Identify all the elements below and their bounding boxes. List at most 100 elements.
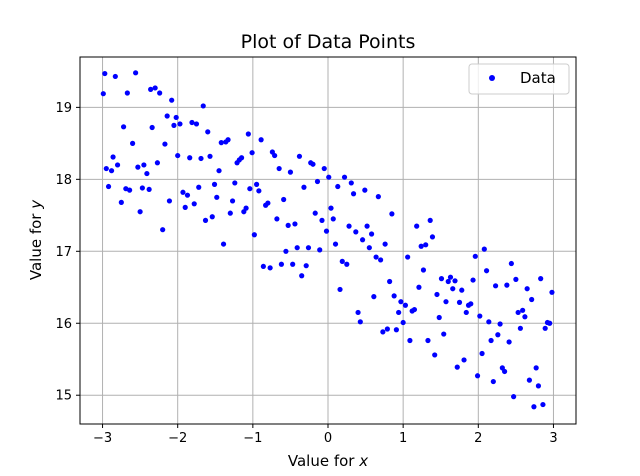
data-point: [454, 364, 460, 370]
data-point: [218, 140, 224, 146]
data-point: [184, 192, 191, 198]
x-tick-label: 1: [399, 431, 407, 446]
y-axis-label-variable: y: [27, 199, 45, 210]
data-point: [135, 164, 141, 170]
data-point: [110, 154, 116, 160]
data-point: [301, 184, 307, 190]
data-point: [216, 168, 222, 174]
data-point: [124, 90, 130, 96]
data-point: [513, 276, 519, 282]
data-point: [470, 277, 476, 283]
data-point: [378, 257, 384, 263]
data-point: [102, 70, 108, 77]
data-point: [312, 210, 318, 216]
data-point: [296, 153, 303, 159]
data-point: [127, 187, 133, 193]
data-point: [281, 196, 287, 203]
data-point: [209, 214, 215, 220]
x-axis-label: Value for x: [288, 452, 368, 470]
data-point: [547, 320, 553, 326]
data-point: [472, 253, 478, 259]
data-point: [162, 141, 168, 147]
data-point: [144, 170, 150, 177]
data-point: [520, 307, 526, 313]
data-point: [405, 254, 411, 260]
data-point: [486, 319, 492, 325]
data-point: [258, 137, 264, 143]
data-point: [506, 339, 512, 345]
data-point: [294, 245, 300, 251]
data-point: [245, 131, 251, 137]
data-point: [339, 258, 345, 264]
data-point: [515, 309, 521, 316]
data-point: [368, 231, 375, 237]
data-point: [441, 331, 447, 337]
data-point: [450, 286, 456, 292]
data-point: [211, 181, 218, 187]
data-point: [112, 73, 118, 80]
data-point: [118, 199, 124, 205]
data-point: [490, 378, 496, 385]
data-point: [220, 241, 227, 247]
data-point: [432, 352, 438, 358]
data-point: [511, 394, 517, 400]
data-point: [290, 261, 296, 267]
y-tick-label: 18: [55, 173, 72, 188]
data-point: [149, 124, 155, 131]
data-point: [479, 350, 485, 357]
data-point: [468, 301, 474, 307]
data-point: [337, 286, 343, 293]
data-point: [387, 278, 393, 285]
data-point: [533, 365, 539, 371]
data-point: [105, 183, 112, 190]
data-point: [542, 325, 548, 331]
data-point: [120, 124, 127, 130]
data-point: [350, 191, 357, 197]
data-point: [461, 357, 467, 363]
data-point: [114, 162, 121, 168]
data-point: [323, 228, 330, 234]
data-point: [303, 263, 309, 269]
data-point: [249, 150, 255, 156]
data-point: [393, 327, 399, 333]
y-axis-label: Value for y: [27, 199, 45, 280]
data-point: [193, 121, 200, 127]
data-point: [283, 248, 289, 254]
data-point: [357, 319, 363, 325]
data-point: [346, 223, 352, 229]
data-point: [238, 155, 245, 161]
data-point: [508, 260, 514, 267]
data-points: [100, 70, 555, 410]
data-point: [108, 168, 115, 174]
data-point: [463, 309, 469, 316]
y-axis-label-text: Value for: [27, 209, 45, 280]
data-point: [133, 70, 139, 76]
data-point: [177, 121, 183, 127]
legend-marker: [489, 75, 495, 81]
x-tick-label: −3: [93, 431, 112, 446]
data-point: [103, 165, 109, 172]
x-axis-label-variable: x: [358, 452, 368, 470]
data-point: [420, 267, 427, 273]
data-point: [382, 241, 388, 247]
data-point: [402, 302, 409, 308]
data-point: [130, 140, 136, 146]
data-point: [292, 221, 298, 227]
data-point: [375, 194, 381, 200]
data-point: [278, 261, 285, 267]
x-tick-label: 3: [549, 431, 557, 446]
data-point: [396, 309, 402, 316]
data-point: [445, 278, 451, 285]
data-point: [344, 261, 350, 267]
data-point: [418, 243, 424, 249]
data-point: [362, 187, 368, 193]
data-point: [254, 181, 260, 187]
data-point: [330, 216, 336, 222]
data-point: [160, 227, 166, 233]
chart-title: Plot of Data Points: [241, 31, 416, 53]
data-point: [265, 200, 271, 206]
data-point: [391, 293, 397, 299]
data-point: [335, 183, 341, 190]
data-point: [425, 337, 431, 344]
